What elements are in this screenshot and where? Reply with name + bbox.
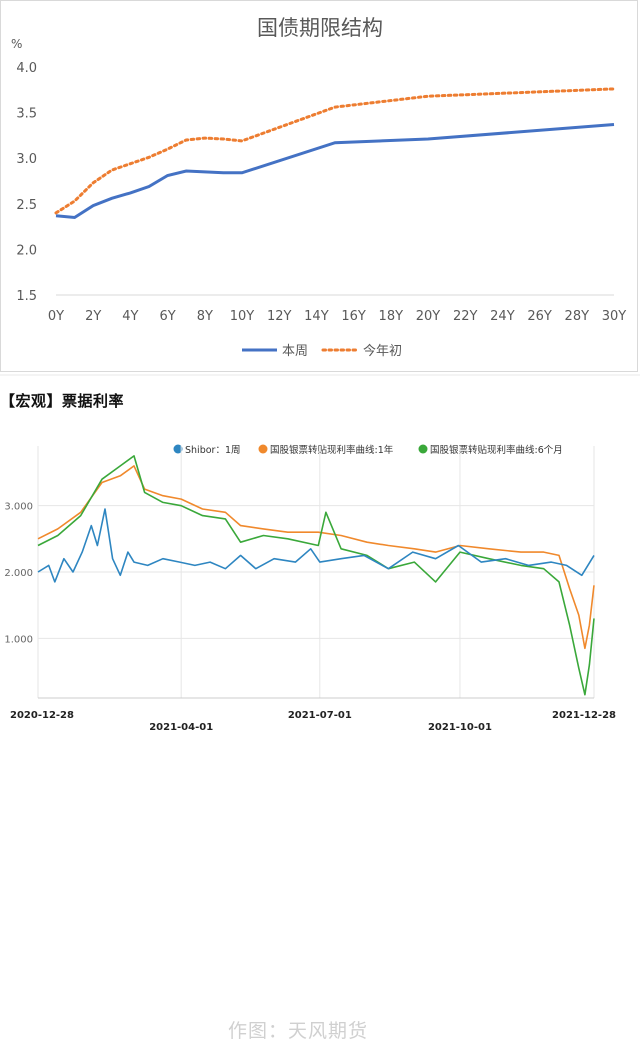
legend-marker-bill-6m — [418, 444, 428, 454]
y-tick-label: 3.0 — [16, 152, 37, 167]
legend-label-bill-6m: 国股银票转贴现利率曲线:6个月 — [430, 444, 563, 456]
bill-y-tick-label: 2.000 — [4, 568, 33, 579]
x-tick-label: 2Y — [85, 309, 101, 324]
bill-rate-chart: Shibor：1周 国股银票转贴现利率曲线:1年 国股银票转贴现利率曲线:6个月… — [4, 444, 616, 733]
x-tick-label: 28Y — [565, 309, 590, 324]
x-tick-label: 26Y — [527, 309, 552, 324]
bill-y-tick-label: 1.000 — [4, 634, 33, 645]
x-tick-label: 18Y — [379, 309, 404, 324]
x-tick-label: 30Y — [602, 309, 627, 324]
legend-marker-bill-1y — [258, 444, 268, 454]
watermark-text: 作图：天风期货 — [228, 1020, 369, 1042]
bill-x-axis-ticks: 2020-12-28 2021-04-01 2021-07-01 2021-10-01… — [10, 710, 616, 733]
series-line-start-of-year — [54, 87, 616, 215]
y-tick-label: 2.5 — [16, 198, 37, 213]
x-tick-label: 12Y — [267, 309, 292, 324]
bill-x-tick-label: 2020-12-28 — [10, 710, 74, 721]
bill-rate-panel: 【宏观】票据利率 Shibor：1周 国股银票转贴现利率曲线:1年 国股银票转贴… — [0, 380, 640, 1042]
series-line-this-week — [55, 123, 615, 220]
x-tick-label: 20Y — [416, 309, 441, 324]
x-tick-label: 6Y — [159, 309, 175, 324]
legend-label-bill-1y: 国股银票转贴现利率曲线:1年 — [270, 444, 394, 456]
yield-curve-panel: 国债期限结构 % 1.5 2.0 2.5 3.0 3.5 4.0 0Y 2Y 4Y 6Y 8Y 10… — [0, 0, 638, 372]
y-tick-label: 1.5 — [16, 289, 37, 304]
bill-y-axis-ticks: 1.000 2.000 3.000 — [4, 502, 33, 646]
x-tick-label: 22Y — [453, 309, 478, 324]
x-tick-label: 4Y — [122, 309, 138, 324]
x-tick-label: 24Y — [490, 309, 515, 324]
x-tick-label: 8Y — [197, 309, 213, 324]
yield-x-axis-ticks: 0Y 2Y 4Y 6Y 8Y 10Y 12Y 14Y 16Y 18Y 20Y 22Y 24Y 26Y 28Y… — [48, 309, 626, 324]
x-tick-label: 14Y — [304, 309, 329, 324]
bill-x-tick-label: 2021-12-28 — [552, 710, 616, 721]
bill-x-tick-label: 2021-04-01 — [149, 722, 213, 733]
y-tick-label: 4.0 — [16, 61, 37, 76]
yield-y-axis-ticks: 1.5 2.0 2.5 3.0 3.5 4.0 — [16, 61, 37, 304]
bill-legend: Shibor：1周 国股银票转贴现利率曲线:1年 国股银票转贴现利率曲线:6个月 — [173, 444, 563, 456]
x-tick-label: 10Y — [230, 309, 255, 324]
bill-x-tick-label: 2021-10-01 — [428, 722, 492, 733]
legend-label-start-of-year: 今年初 — [363, 343, 402, 359]
bill-panel-title: 【宏观】票据利率 — [0, 392, 125, 410]
bill-series-line-1y — [37, 465, 595, 650]
yield-chart-title: 国债期限结构 — [257, 16, 383, 40]
legend-label-this-week: 本周 — [282, 344, 308, 359]
legend-marker-shibor — [173, 444, 183, 454]
bill-series-line-shibor — [37, 508, 595, 583]
x-tick-label: 16Y — [341, 309, 366, 324]
bill-series-line-6m — [37, 455, 595, 696]
bill-series-lines — [37, 455, 595, 696]
bill-y-tick-label: 3.000 — [4, 502, 33, 513]
yield-unit-label: % — [11, 37, 22, 51]
y-tick-label: 3.5 — [16, 107, 37, 122]
x-tick-label: 0Y — [48, 309, 64, 324]
yield-legend: 本周 今年初 — [242, 343, 402, 359]
y-tick-label: 2.0 — [16, 243, 37, 258]
section-divider — [0, 374, 640, 376]
bill-x-tick-label: 2021-07-01 — [288, 710, 352, 721]
legend-label-shibor: Shibor：1周 — [185, 445, 240, 456]
yield-curve-chart: 国债期限结构 % 1.5 2.0 2.5 3.0 3.5 4.0 0Y 2Y 4Y 6Y 8Y 10… — [11, 16, 626, 359]
